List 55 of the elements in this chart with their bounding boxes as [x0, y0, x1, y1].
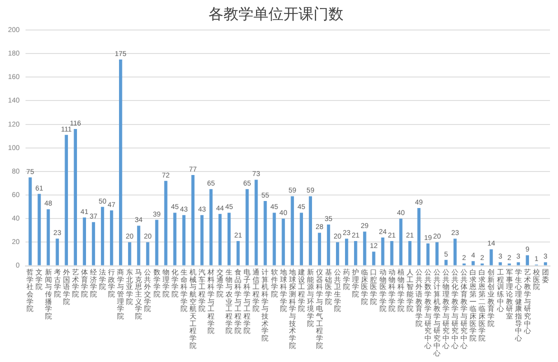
- bar: [290, 196, 294, 266]
- bar: [444, 260, 448, 266]
- bar: [182, 215, 186, 266]
- bar: [236, 241, 240, 266]
- bar: [308, 196, 312, 266]
- bar: [146, 242, 150, 266]
- bar: [498, 262, 502, 266]
- bar: [272, 212, 276, 266]
- bar: [345, 238, 348, 266]
- bar: [74, 129, 77, 266]
- bar: [128, 242, 132, 266]
- bar: [454, 238, 457, 266]
- bar: [173, 212, 176, 266]
- bar: [264, 200, 267, 266]
- bar: [200, 215, 204, 266]
- bar: [254, 180, 258, 266]
- bar: [516, 262, 520, 266]
- bar: [417, 208, 420, 266]
- bar: [155, 220, 158, 266]
- bar: [28, 177, 32, 266]
- bar: [408, 241, 412, 266]
- chart-title: 各教学单位开课门数: [208, 6, 344, 24]
- bar: [110, 210, 114, 266]
- bar: [544, 262, 548, 266]
- bar: [399, 218, 402, 266]
- bar: [435, 242, 439, 266]
- bar: [282, 218, 285, 266]
- bar: [92, 222, 96, 266]
- bar: [228, 212, 231, 266]
- bar: [119, 59, 122, 266]
- bar: [38, 194, 41, 266]
- bar: [218, 214, 222, 266]
- bar: [363, 232, 366, 266]
- bar: [46, 209, 50, 266]
- bar: [526, 255, 529, 266]
- bar: [426, 243, 430, 266]
- bar: [372, 252, 376, 266]
- bar: [326, 224, 330, 266]
- bar: [82, 217, 86, 266]
- bar: [64, 134, 68, 266]
- bar: [300, 212, 303, 266]
- bar: [246, 189, 249, 266]
- bar: [137, 226, 140, 266]
- bar: [354, 241, 358, 266]
- bar: [472, 261, 475, 266]
- bar: [490, 249, 493, 266]
- bar: [381, 238, 384, 266]
- bar: [100, 206, 104, 266]
- bar: [164, 180, 168, 266]
- bar: [390, 241, 394, 266]
- bar: [56, 238, 59, 266]
- bar: [336, 242, 340, 266]
- bar: [209, 189, 213, 266]
- bar: [191, 175, 194, 266]
- bar: [318, 232, 322, 266]
